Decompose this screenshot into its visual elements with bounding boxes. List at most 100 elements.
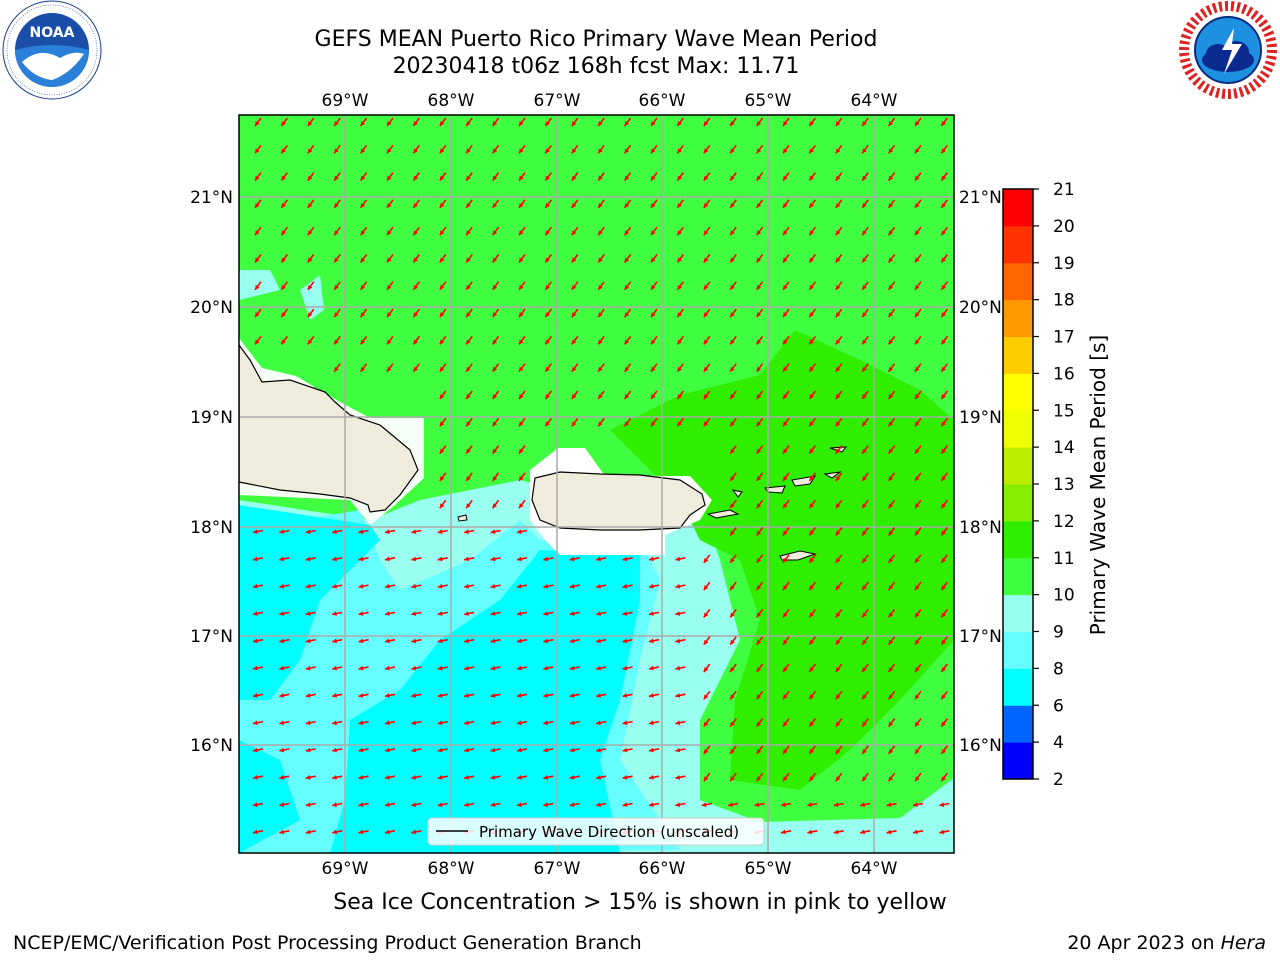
- wave-direction-arrow: [464, 802, 475, 807]
- wave-direction-arrow: [729, 527, 737, 536]
- wave-direction-arrow: [914, 417, 922, 427]
- wave-direction-arrow: [729, 117, 737, 127]
- wave-direction-arrow: [279, 829, 290, 835]
- wave-direction-arrow: [571, 308, 579, 318]
- wave-direction-arrow: [755, 554, 764, 564]
- wave-direction-arrow: [729, 254, 737, 263]
- wave-direction-arrow: [808, 690, 817, 700]
- wave-direction-arrow: [886, 802, 897, 807]
- wave-direction-arrow: [465, 363, 473, 373]
- wave-direction-arrow: [384, 802, 396, 807]
- wave-direction-arrow: [465, 335, 473, 345]
- wave-direction-arrow: [887, 718, 896, 728]
- wave-direction-arrow: [940, 745, 949, 755]
- wave-direction-arrow: [358, 747, 369, 753]
- wave-direction-arrow: [280, 335, 289, 345]
- wave-direction-arrow: [703, 718, 711, 728]
- wave-direction-arrow: [675, 693, 686, 698]
- wave-direction-arrow: [544, 417, 553, 427]
- wave-direction-arrow: [782, 663, 790, 673]
- map-gridlines: [239, 115, 954, 853]
- wave-direction-arrow: [359, 363, 368, 373]
- wave-direction-arrow: [516, 611, 528, 616]
- wave-direction-arrow: [887, 445, 896, 455]
- wave-direction-arrow: [596, 693, 607, 698]
- wave-direction-arrow: [648, 774, 660, 780]
- wave-direction-arrow: [307, 335, 315, 345]
- wave-direction-arrow: [358, 611, 369, 616]
- wave-direction-arrow: [358, 693, 369, 698]
- wave-direction-arrow: [305, 583, 316, 589]
- wave-direction-arrow: [307, 172, 315, 182]
- wave-direction-arrow: [623, 390, 632, 400]
- wave-direction-arrow: [676, 254, 685, 263]
- wave-direction-arrow: [569, 774, 580, 780]
- wave-direction-arrow: [279, 638, 290, 644]
- colorbar-tick-label: 2: [1053, 770, 1064, 790]
- wave-direction-arrow: [597, 117, 605, 127]
- wave-direction-arrow: [411, 638, 422, 644]
- wave-direction-arrow: [729, 308, 737, 318]
- wave-direction-arrow: [701, 802, 712, 807]
- wave-direction-arrow: [437, 638, 448, 644]
- wave-direction-arrow: [623, 144, 632, 154]
- colorbar-tick-label: 9: [1053, 623, 1064, 643]
- wave-direction-arrow: [835, 718, 843, 728]
- wave-direction-arrow: [437, 556, 448, 562]
- wave-direction-arrow: [729, 281, 737, 291]
- wave-direction-arrow: [940, 772, 949, 782]
- wave-direction-arrow: [412, 254, 421, 263]
- wave-direction-arrow: [544, 199, 553, 209]
- national-weather-service-logo-icon: [1179, 1, 1277, 99]
- wave-direction-arrow: [703, 363, 711, 373]
- wave-direction-arrow: [703, 335, 711, 345]
- wave-direction-arrow: [835, 117, 843, 127]
- wave-direction-arrow: [648, 693, 660, 698]
- wave-direction-arrow: [252, 583, 264, 589]
- wave-direction-arrow: [622, 556, 633, 562]
- wave-direction-arrow: [648, 611, 660, 616]
- wave-direction-arrow: [623, 117, 632, 127]
- wave-direction-arrow: [729, 581, 737, 591]
- wave-direction-arrow: [386, 335, 394, 345]
- wave-direction-arrow: [887, 226, 896, 236]
- wave-direction-arrow: [675, 802, 686, 807]
- wave-direction-arrow: [279, 720, 290, 726]
- wave-direction-arrow: [782, 390, 790, 400]
- lat-label-right: 17°N: [959, 627, 1002, 647]
- wave-direction-arrow: [571, 335, 579, 345]
- wave-direction-arrow: [623, 308, 632, 318]
- wave-direction-arrow: [596, 638, 607, 644]
- wave-direction-arrow: [411, 611, 422, 616]
- wave-direction-arrow: [648, 665, 660, 671]
- map-frame: [238, 114, 955, 854]
- wave-direction-arrow: [252, 774, 264, 780]
- wave-direction-arrow: [439, 226, 447, 236]
- wave-direction-arrow: [490, 611, 501, 616]
- wave-direction-arrow: [412, 363, 421, 373]
- wave-direction-arrow: [490, 774, 501, 780]
- wave-direction-arrow: [676, 390, 685, 400]
- colorbar-swatch: [1003, 299, 1033, 337]
- wave-direction-arrow: [782, 199, 790, 209]
- wave-direction-arrow: [516, 693, 528, 698]
- wave-direction-arrow: [675, 583, 686, 589]
- wave-direction-arrow: [755, 254, 764, 263]
- wave-direction-arrow: [332, 638, 343, 644]
- wave-direction-arrow: [835, 581, 843, 591]
- wave-direction-arrow: [808, 499, 817, 509]
- wave-direction-arrow: [914, 690, 922, 700]
- wave-direction-arrow: [384, 774, 396, 780]
- lon-labels-top: 69°W 68°W 67°W 66°W 65°W 64°W: [322, 91, 898, 111]
- wave-direction-arrow: [358, 829, 369, 835]
- wave-direction-arrow: [386, 254, 394, 263]
- wave-direction-arrow: [755, 772, 764, 782]
- wave-direction-arrow: [359, 281, 368, 291]
- wave-direction-arrow: [755, 117, 764, 127]
- wave-direction-arrow: [571, 199, 579, 209]
- wave-direction-arrow: [914, 199, 922, 209]
- wave-direction-arrow: [703, 636, 711, 646]
- lon-label-top: 65°W: [745, 91, 792, 111]
- wave-direction-arrow: [886, 829, 897, 835]
- noaa-logo-icon: NOAA: [2, 0, 102, 100]
